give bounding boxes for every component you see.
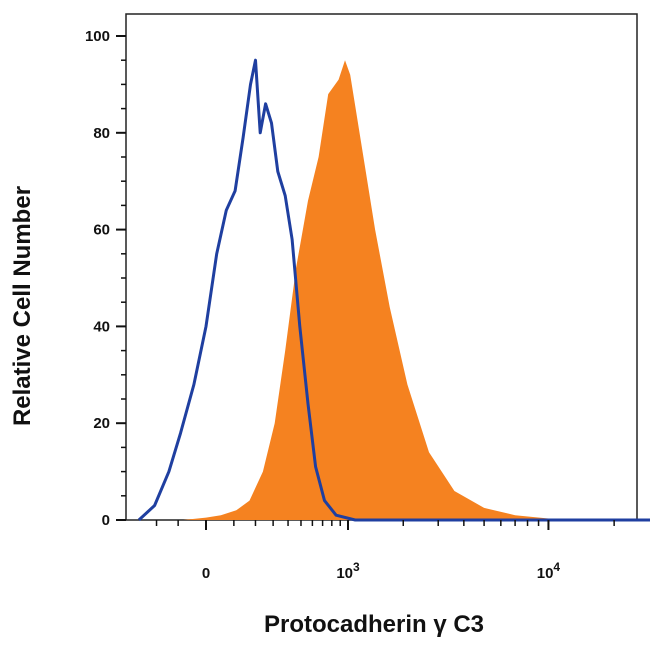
x-tick-label: 0	[202, 565, 210, 582]
x-tick-label: 103	[336, 560, 360, 582]
series-outline-histogram	[137, 58, 650, 522]
x-tick-label: 104	[537, 560, 561, 582]
y-tick-label: 80	[93, 125, 110, 142]
x-axis-title: Protocadherin γ C3	[264, 611, 484, 638]
y-tick-label: 0	[102, 512, 110, 529]
y-tick-label: 20	[93, 415, 110, 432]
y-tick-label: 60	[93, 222, 110, 239]
y-tick-label: 40	[93, 318, 110, 335]
y-axis-title: Relative Cell Number	[9, 186, 36, 426]
series-filled-histogram	[183, 60, 650, 520]
y-tick-label: 100	[85, 28, 110, 45]
